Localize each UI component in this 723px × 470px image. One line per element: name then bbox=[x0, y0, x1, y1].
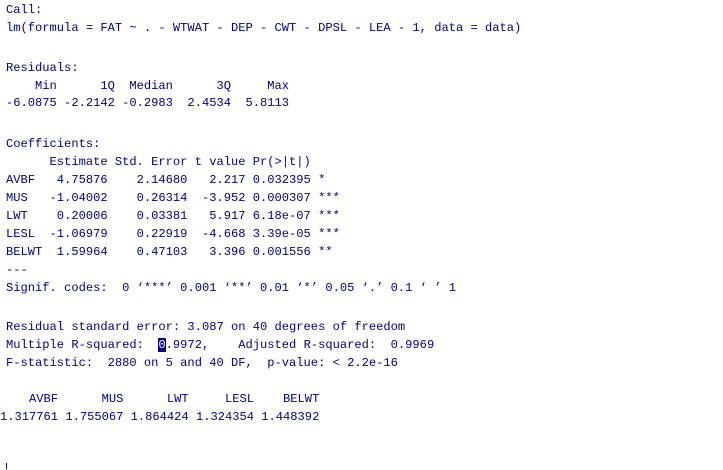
coefficients-columns: Estimate Std. Error t value Pr(>|t|) bbox=[6, 155, 340, 169]
r-squared-rest: .9972, Adjusted R-squared: 0.9969 bbox=[165, 338, 442, 352]
coefficients-header: Coefficients: bbox=[6, 137, 101, 151]
residuals-values: -6.0875 -2.2142 -0.2983 2.4534 5.8113 bbox=[6, 96, 297, 110]
text-cursor: 0 bbox=[158, 338, 166, 352]
coefficient-row-lwt: LWT 0.20006 0.03381 5.917 6.18e-07 *** bbox=[6, 209, 340, 223]
prompt-caret bbox=[6, 463, 7, 469]
coefficient-row-mus: MUS -1.04002 0.26314 -3.952 0.000307 *** bbox=[6, 191, 340, 205]
f-statistic: F-statistic: 2880 on 5 and 40 DF, p-valu… bbox=[6, 356, 398, 370]
r-squared-line: Multiple R-squared: 0.9972, Adjusted R-s… bbox=[6, 338, 441, 352]
call-formula: lm(formula = FAT ~ . - WTWAT - DEP - CWT… bbox=[6, 21, 522, 35]
call-header: Call: bbox=[6, 3, 43, 17]
residual-standard-error: Residual standard error: 3.087 on 40 deg… bbox=[6, 320, 406, 334]
residuals-names: Min 1Q Median 3Q Max bbox=[6, 79, 297, 93]
coefficient-row-lesl: LESL -1.06979 0.22919 -4.668 3.39e-05 **… bbox=[6, 227, 340, 241]
coefficient-row-belwt: BELWT 1.59964 0.47103 3.396 0.001556 ** bbox=[6, 245, 340, 259]
vif-values: 1.317761 1.755067 1.864424 1.324354 1.44… bbox=[0, 410, 327, 424]
r-squared-prefix: Multiple R-squared: bbox=[6, 338, 159, 352]
signif-codes: Signif. codes: 0 ‘***’ 0.001 ‘**’ 0.01 ‘… bbox=[6, 281, 456, 295]
residuals-header: Residuals: bbox=[6, 61, 79, 75]
separator: --- bbox=[6, 263, 28, 277]
coefficient-row-avbf: AVBF 4.75876 2.14680 2.217 0.032395 * bbox=[6, 173, 340, 187]
vif-names: AVBF MUS LWT LESL BELWT bbox=[0, 392, 327, 406]
